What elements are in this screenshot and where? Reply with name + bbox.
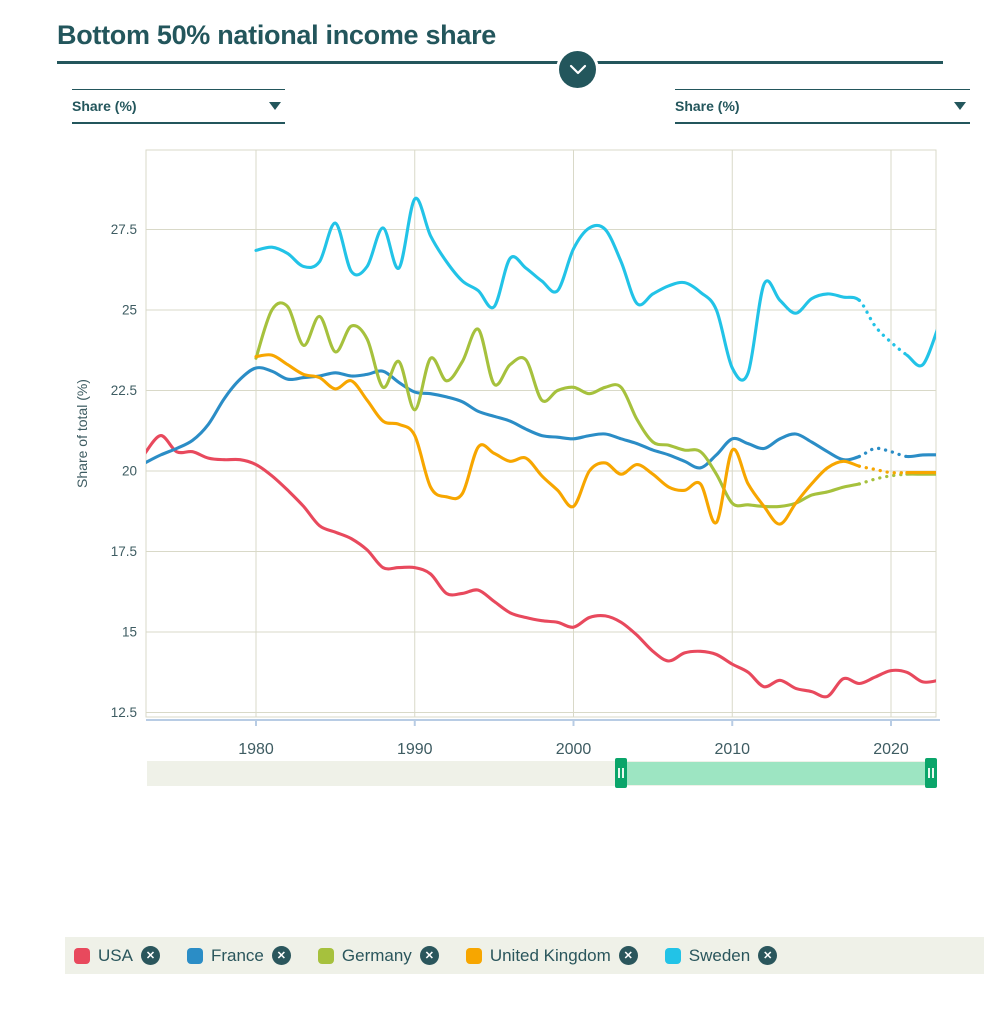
remove-series-button[interactable]: ✕ <box>140 946 160 965</box>
legend-item: Germany ✕ <box>317 945 439 966</box>
collapse-chart-button[interactable] <box>559 51 596 88</box>
grip-icon <box>928 768 930 778</box>
legend-item: Sweden ✕ <box>664 945 778 966</box>
title-rule <box>57 61 943 64</box>
metric-select-right[interactable]: Share (%) <box>675 89 970 124</box>
timeline-slider-track[interactable] <box>147 758 937 788</box>
legend-swatch <box>74 947 90 964</box>
series-line-united-kingdom[interactable] <box>254 353 939 526</box>
series-line-germany[interactable] <box>254 301 939 509</box>
remove-series-button[interactable]: ✕ <box>758 946 778 965</box>
y-axis-tick-label: 27.5 <box>111 222 137 237</box>
metric-select-right-value: Share (%) <box>675 98 740 114</box>
chevron-down-icon <box>569 64 586 75</box>
series-line-france[interactable] <box>145 366 939 470</box>
slider-handle-left[interactable] <box>615 758 627 788</box>
page-title: Bottom 50% national income share <box>57 20 496 50</box>
legend-label: France <box>210 945 264 965</box>
series-line-sweden[interactable] <box>254 196 939 382</box>
legend-item: USA ✕ <box>74 946 160 966</box>
legend-swatch <box>317 947 334 964</box>
legend-swatch <box>465 947 482 964</box>
legend-bar: USA ✕ France ✕ Germany ✕ United Kingdom ✕ Sweden… <box>65 937 984 974</box>
remove-series-button[interactable]: ✕ <box>271 946 291 965</box>
x-axis-tick-label: 2000 <box>556 741 592 758</box>
y-axis-title: Share of total (%) <box>74 379 90 488</box>
dropdown-arrow-icon <box>954 102 966 110</box>
series-line-usa[interactable] <box>145 434 939 699</box>
x-axis-tick-label: 2010 <box>714 741 750 758</box>
chart-canvas[interactable]: 12.5 15 17.5 20 22.5 25 27.5 1980 1990 2000 2010 20… <box>60 140 984 760</box>
x-axis-tick-label: 1980 <box>238 741 274 758</box>
legend-label: United Kingdom <box>489 945 611 965</box>
x-axis-tick-label: 2020 <box>873 741 909 758</box>
grip-icon <box>618 768 620 778</box>
y-axis-tick-label: 17.5 <box>111 544 137 559</box>
legend-swatch <box>664 947 681 964</box>
legend-swatch <box>186 947 203 964</box>
legend-label: USA <box>98 945 133 965</box>
remove-series-button[interactable]: ✕ <box>618 946 638 965</box>
y-axis-tick-label: 12.5 <box>111 705 137 720</box>
y-axis-tick-label: 25 <box>122 303 137 318</box>
timeline-slider-selected-range[interactable] <box>621 762 937 785</box>
x-axis-tick-label: 1990 <box>397 741 433 758</box>
grip-icon <box>932 768 934 778</box>
legend-item: United Kingdom ✕ <box>465 945 638 966</box>
dropdown-arrow-icon <box>269 102 281 110</box>
y-axis-tick-label: 20 <box>122 464 137 479</box>
slider-handle-right[interactable] <box>925 758 937 788</box>
plot-border <box>145 149 937 718</box>
remove-series-button[interactable]: ✕ <box>419 946 439 965</box>
y-axis-tick-label: 15 <box>122 625 137 640</box>
legend-item: France ✕ <box>186 945 291 966</box>
y-axis-tick-label: 22.5 <box>111 383 137 398</box>
metric-select-left-value: Share (%) <box>72 98 137 114</box>
legend-label: Sweden <box>688 945 751 965</box>
legend-label: Germany <box>341 945 412 965</box>
grip-icon <box>622 768 624 778</box>
metric-select-left[interactable]: Share (%) <box>72 89 285 124</box>
